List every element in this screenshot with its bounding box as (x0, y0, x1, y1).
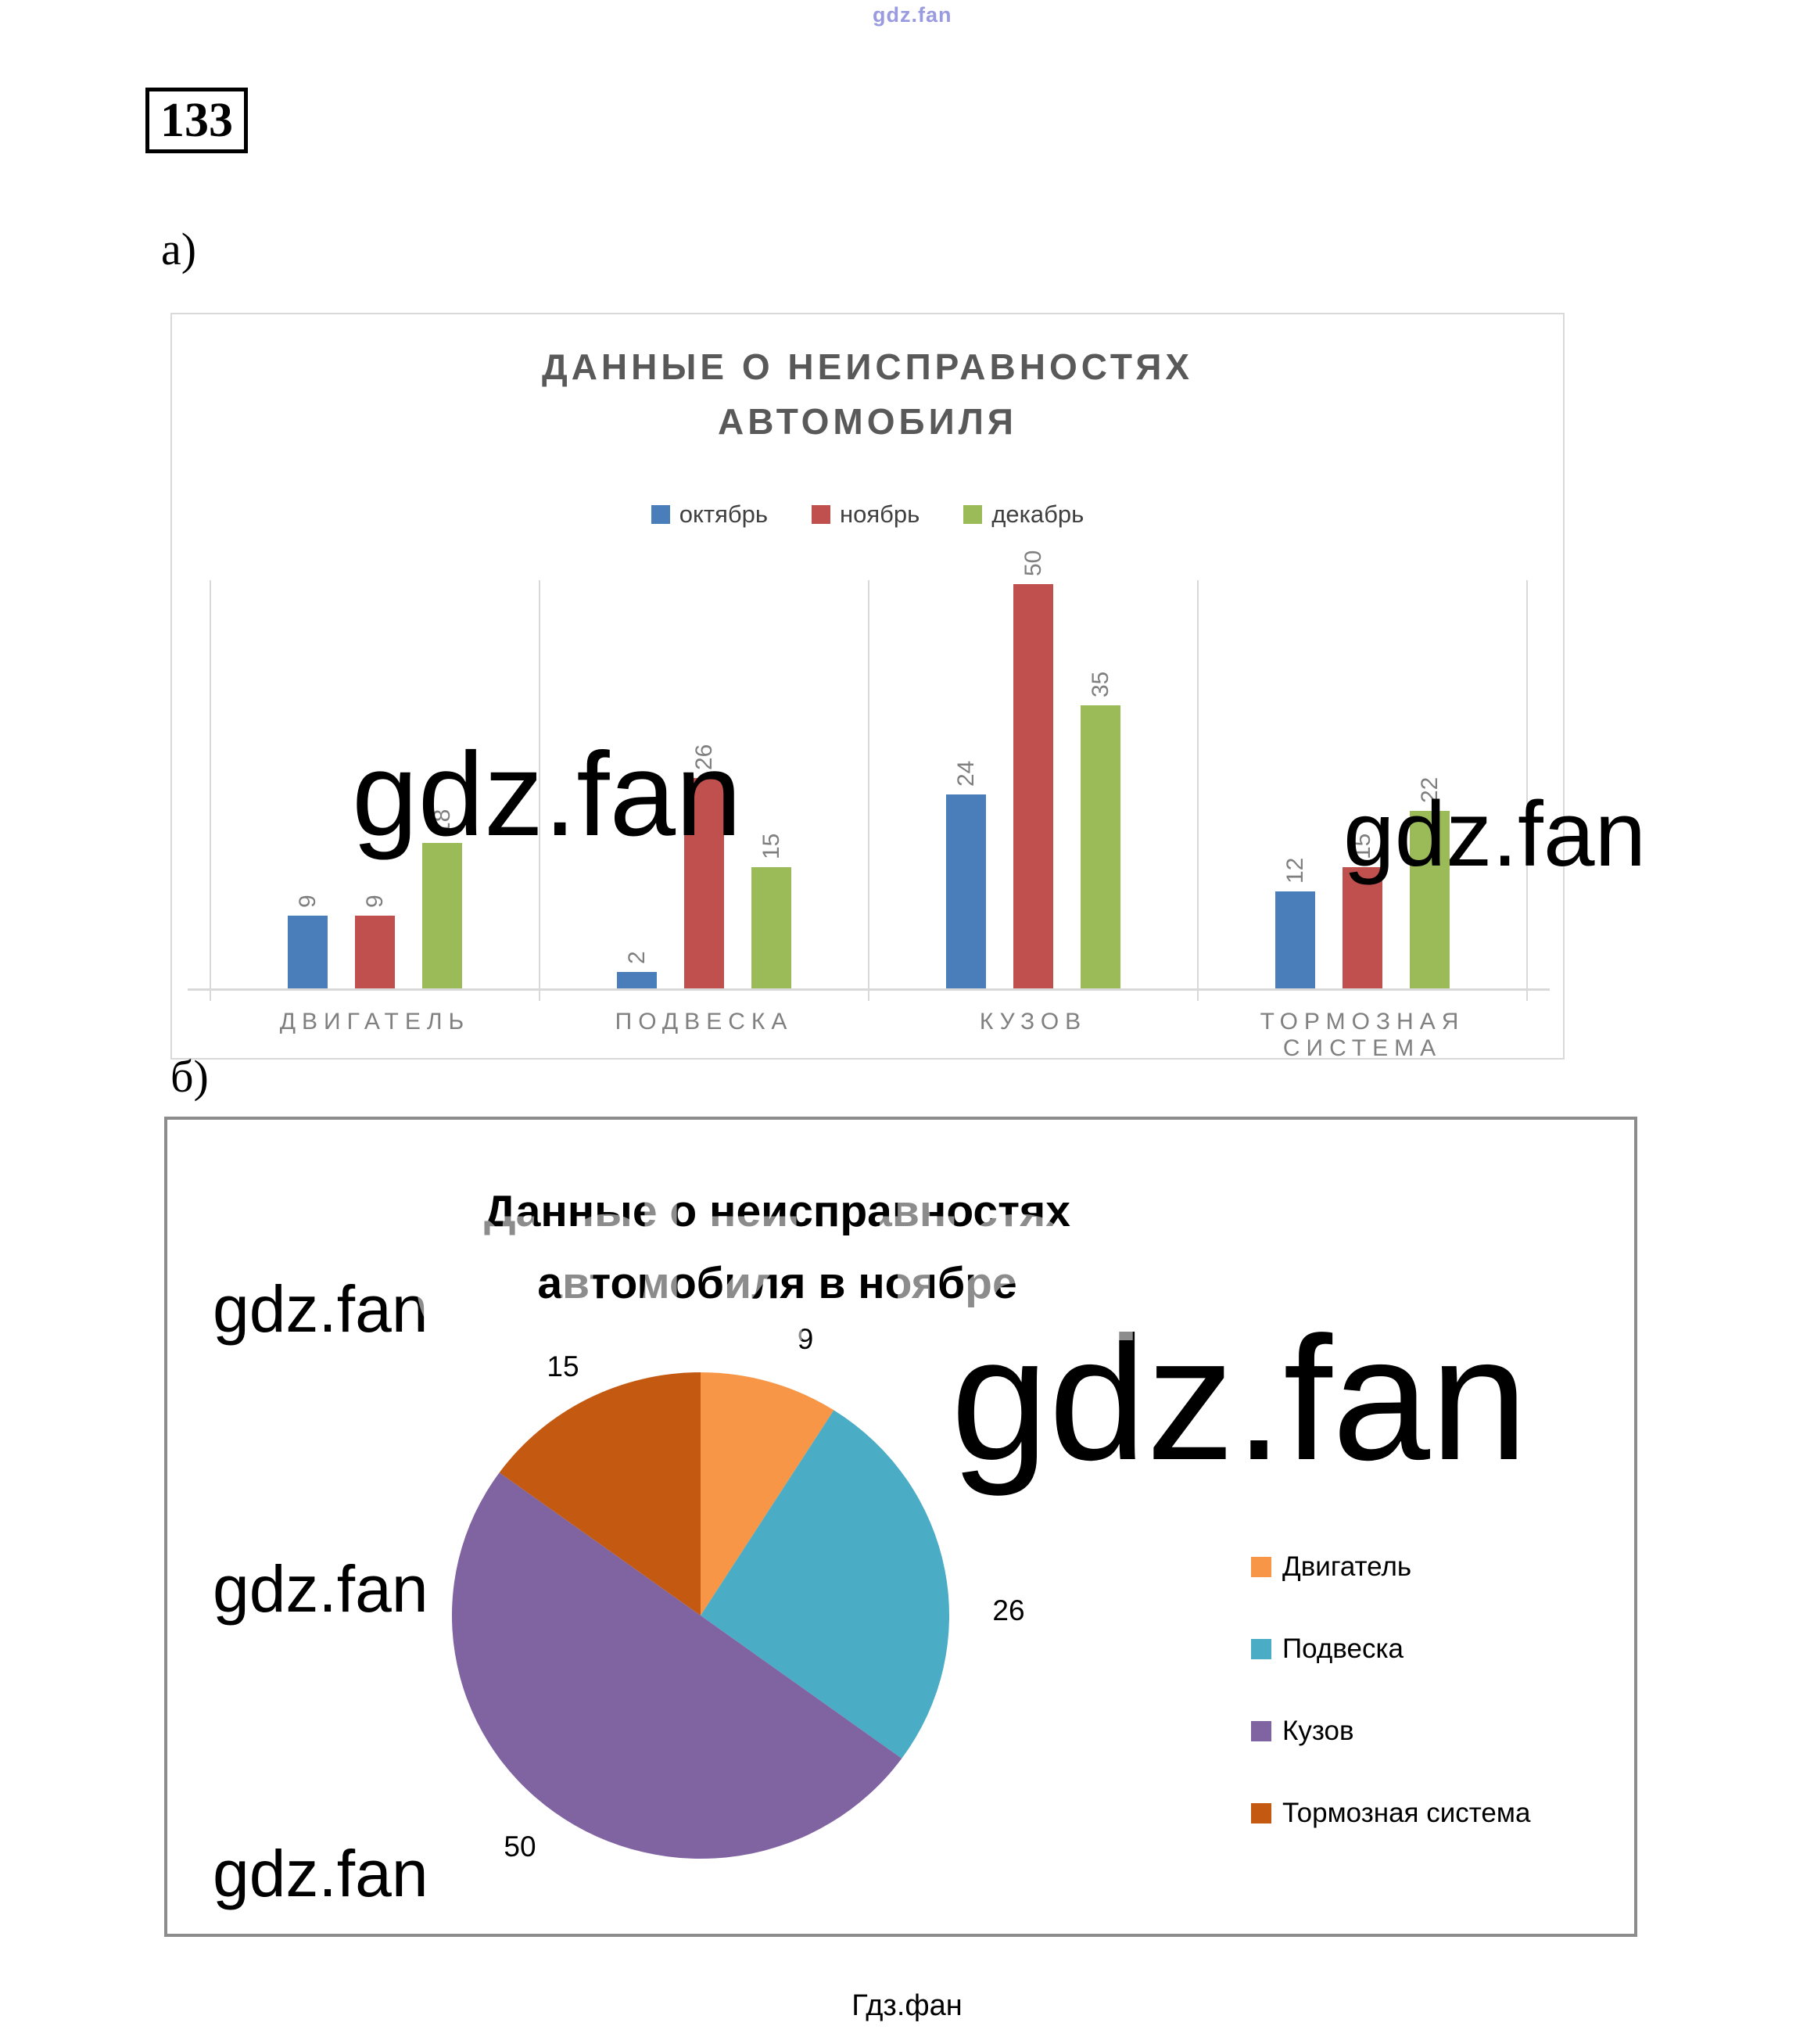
pie-legend-swatch-кузов (1251, 1721, 1271, 1741)
pie-legend-item-кузов: Кузов (1251, 1716, 1354, 1747)
pie-slice-подвеска (701, 1410, 950, 1759)
legend-label: декабрь (991, 500, 1084, 528)
legend-swatch-ноябрь (812, 505, 831, 524)
legend-swatch-октябрь (651, 505, 670, 524)
exercise-number-box: 133 (145, 88, 248, 154)
pie-legend-item-двигатель: Двигатель (1251, 1551, 1411, 1583)
pie-legend-item-тормозная система: Тормозная система (1251, 1798, 1530, 1829)
pie-legend-item-подвеска: Подвеска (1251, 1633, 1404, 1665)
bar-value-label: 9 (295, 895, 321, 908)
bar-октябрь-тормозная система (1275, 891, 1315, 988)
bar-декабрь-подвеска (751, 867, 791, 988)
category-gridline (539, 580, 540, 1001)
pie-slice-тормозная система (499, 1372, 701, 1615)
bar-ноябрь-подвеска (684, 778, 724, 988)
pie-chart (451, 1372, 950, 1859)
bar-декабрь-двигатель (422, 843, 462, 988)
bar-октябрь-двигатель (288, 916, 328, 988)
pie-chart-title-line2: автомобиля в ноябре (537, 1258, 1017, 1308)
section-label-a: а) (161, 224, 197, 274)
pie-legend-label: Тормозная система (1282, 1798, 1531, 1828)
legend-label: ноябрь (840, 500, 920, 528)
pie-chart-title-line1: Данные о неисправностях (484, 1186, 1070, 1236)
bar-value-label: 35 (1088, 671, 1113, 697)
pie-value-label: 9 (797, 1323, 814, 1355)
pie-legend-label: Кузов (1282, 1716, 1354, 1746)
bar-value-label: 24 (953, 760, 979, 787)
pie-value-label: 50 (504, 1831, 536, 1863)
category-label: ТОРМОЗНАЯ СИСТЕМА (1260, 1009, 1465, 1061)
watermark-pie-right: gdz.fan (951, 1300, 1529, 1497)
section-label-b: б) (170, 1051, 209, 1102)
legend-item-октябрь: октябрь (651, 500, 768, 529)
pie-slice-двигатель (701, 1372, 834, 1615)
category-gridline (1526, 580, 1528, 1001)
footer-site-name: Гдз.фан (851, 1989, 963, 2022)
pie-legend-swatch-тормозная система (1251, 1803, 1271, 1823)
bar-chart-title-line1: ДАННЫЕ О НЕИСПРАВНОСТЯХ (541, 346, 1194, 387)
pie-value-label: 26 (992, 1594, 1025, 1626)
watermark-top: gdz.fan (873, 3, 952, 27)
watermark-bar-right: gdz.fan (1343, 783, 1647, 886)
bar-chart-title-line2: АВТОМОБИЛЯ (718, 401, 1017, 442)
pie-value-label: 15 (547, 1350, 579, 1382)
legend-label: октябрь (679, 500, 769, 528)
bar-value-label: 2 (624, 951, 650, 964)
bar-chart-legend: октябрь ноябрь декабрь (172, 500, 1563, 529)
bar-ноябрь-кузов (1013, 584, 1053, 988)
category-label: ДВИГАТЕЛЬ (279, 1009, 471, 1035)
pie-chart-panel: Данные о неисправностях автомобиля в ноя… (164, 1117, 1637, 1937)
category-gridline (1197, 580, 1199, 1001)
category-gridline (868, 580, 869, 1001)
bar-value-label: 9 (362, 895, 388, 908)
pie-legend-label: Подвеска (1282, 1633, 1404, 1664)
category-label: КУЗОВ (979, 1009, 1088, 1035)
watermark-pie-left-bottom: gdz.fan (213, 1837, 428, 1910)
bar-октябрь-подвеска (617, 972, 657, 988)
watermark-bar-left: gdz.fan (352, 728, 742, 861)
watermark-pie-left-top: gdz.fan (213, 1272, 428, 1346)
category-label: ПОДВЕСКА (615, 1009, 794, 1035)
bar-chart-panel: ДАННЫЕ О НЕИСПРАВНОСТЯХ АВТОМОБИЛЯ октяб… (170, 313, 1646, 1376)
bar-октябрь-кузов (946, 794, 986, 988)
watermark-bar-overlay: gdz.fan (407, 1128, 1228, 1390)
bar-ноябрь-двигатель (355, 916, 395, 988)
legend-swatch-декабрь (963, 505, 983, 524)
bar-value-label: 12 (1282, 857, 1308, 884)
pie-slice-кузов (451, 1472, 902, 1859)
pie-legend-label: Двигатель (1282, 1551, 1412, 1582)
legend-item-декабрь: декабрь (963, 500, 1084, 529)
bar-ноябрь-тормозная система (1343, 867, 1382, 988)
pie-legend-swatch-двигатель (1251, 1557, 1271, 1577)
watermark-pie-left-mid: gdz.fan (213, 1552, 428, 1626)
bar-value-label: 15 (758, 833, 784, 859)
x-axis-line (188, 988, 1550, 991)
legend-item-ноябрь: ноябрь (812, 500, 920, 529)
bar-декабрь-кузов (1081, 705, 1120, 988)
bar-value-label: 50 (1020, 550, 1046, 576)
pie-legend-swatch-подвеска (1251, 1639, 1271, 1659)
bar-декабрь-тормозная система (1410, 811, 1450, 988)
category-gridline (210, 580, 211, 1001)
